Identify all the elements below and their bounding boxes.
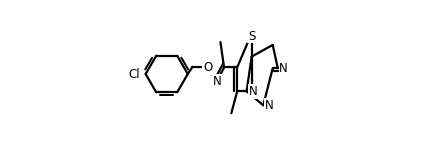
Text: N: N — [279, 62, 288, 75]
Text: Cl: Cl — [129, 67, 140, 81]
Text: O: O — [203, 61, 212, 74]
Text: N: N — [212, 75, 221, 88]
Text: N: N — [265, 99, 273, 112]
Text: N: N — [249, 85, 257, 98]
Text: S: S — [248, 30, 255, 43]
